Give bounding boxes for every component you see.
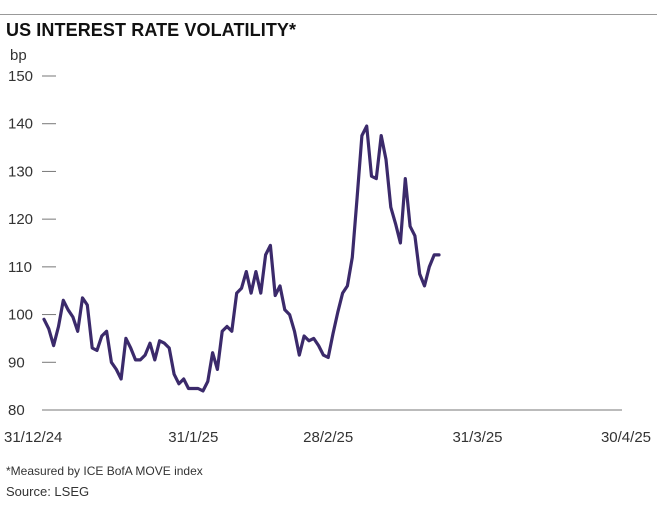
y-tick-label: 140 <box>8 116 33 133</box>
y-tick-label: 90 <box>8 354 25 371</box>
x-tick-label: 31/1/25 <box>168 429 218 446</box>
top-rule <box>0 14 657 15</box>
y-axis: 80 90 100 110 120 130 140 150 <box>8 68 56 419</box>
y-tick-label: 100 <box>8 307 33 324</box>
x-tick-label: 30/4/25 <box>601 429 651 446</box>
x-axis: 31/12/24 31/1/25 28/2/25 31/3/25 30/4/25 <box>4 409 651 446</box>
y-tick-label: 110 <box>8 259 32 276</box>
y-tick-label: 150 <box>8 68 33 85</box>
y-tick-label: 130 <box>8 163 33 180</box>
y-axis-label: bp <box>10 47 27 64</box>
chart-title: US INTEREST RATE VOLATILITY* <box>6 20 297 40</box>
footnote: *Measured by ICE BofA MOVE index <box>6 464 203 478</box>
source-note: Source: LSEG <box>6 484 90 499</box>
y-tick-label: 80 <box>8 402 25 419</box>
x-tick-label: 31/3/25 <box>452 429 502 446</box>
x-tick-label: 31/12/24 <box>4 429 62 446</box>
x-tick-label: 28/2/25 <box>303 429 353 446</box>
series-line <box>42 124 441 393</box>
y-tick-label: 120 <box>8 211 33 228</box>
